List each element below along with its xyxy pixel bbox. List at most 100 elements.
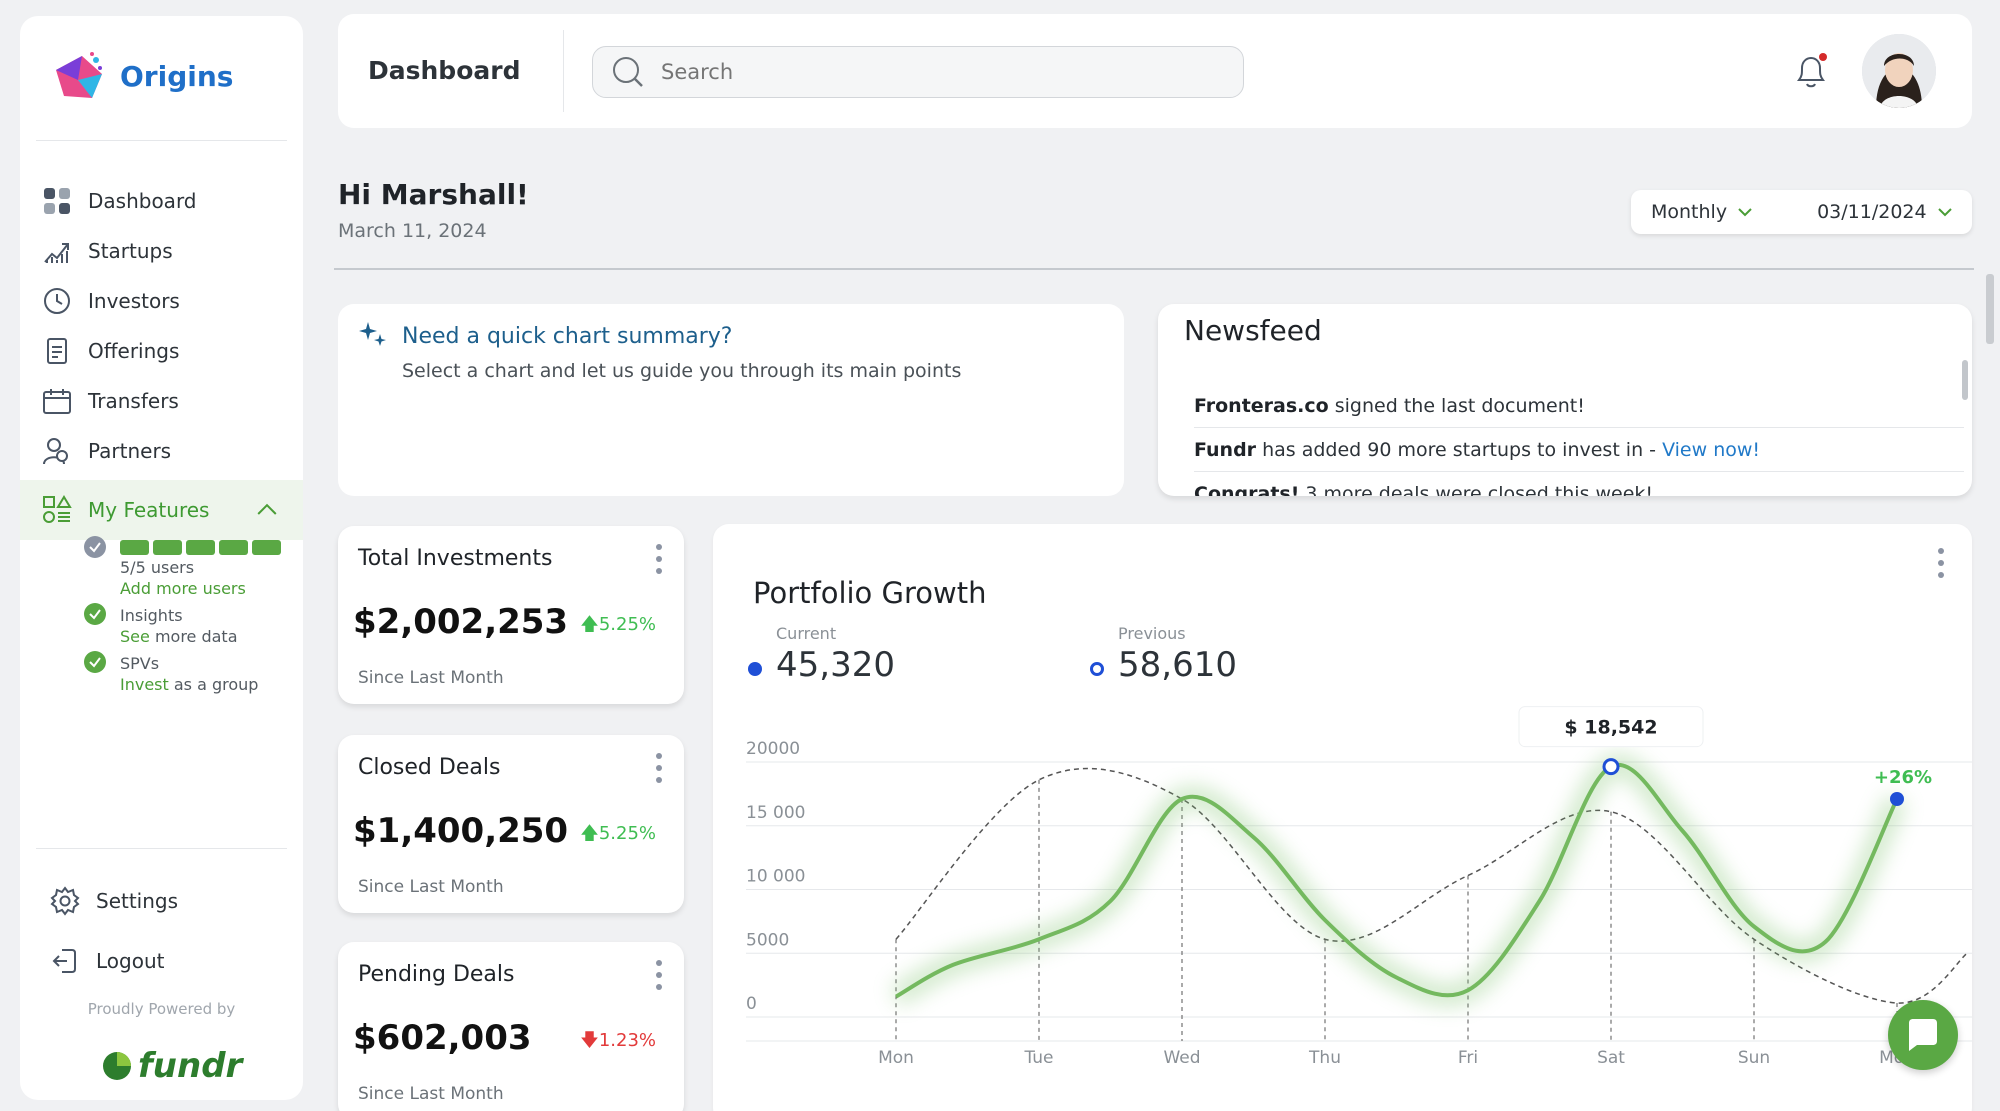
nav-label: Offerings (88, 339, 180, 363)
nav-item-investors[interactable]: Investors (20, 276, 303, 326)
current-end-marker (1890, 792, 1904, 806)
legend-value: 45,320 (776, 645, 895, 685)
legend-current[interactable]: Current 45,320 (746, 624, 895, 685)
nav-item-offerings[interactable]: Offerings (20, 326, 303, 376)
insights-link[interactable]: See more data (120, 629, 238, 645)
feature-spvs: SPVs Invest as a group (84, 651, 284, 693)
check-icon (84, 603, 106, 625)
newsfeed-scrollbar[interactable] (1962, 360, 1968, 400)
nav-item-transfers[interactable]: Transfers (20, 376, 303, 426)
stat-card-pending-deals: Pending Deals $602,003 🡇1.23% Since Last… (338, 942, 684, 1111)
divider (334, 268, 1974, 270)
nav-label: Transfers (88, 389, 179, 413)
date-select[interactable]: 03/11/2024 (1817, 201, 1953, 223)
link-rest: as a group (173, 675, 259, 694)
spvs-link[interactable]: Invest as a group (120, 677, 258, 693)
nav-item-dashboard[interactable]: Dashboard (20, 176, 303, 226)
nav-item-settings[interactable]: Settings (20, 876, 303, 926)
summary-title: Need a quick chart summary? (402, 324, 733, 349)
chat-button[interactable] (1888, 1000, 1958, 1070)
document-icon (47, 338, 67, 364)
legend-previous[interactable]: Previous 58,610 (1088, 624, 1237, 685)
y-tick-label: 15 000 (746, 803, 805, 823)
progress-segment (120, 540, 149, 555)
news-subject: Fundr (1194, 439, 1257, 461)
calendar-icon (43, 389, 71, 414)
tooltip-box (1518, 706, 1704, 748)
x-tick-label: Fri (1458, 1048, 1478, 1068)
arrow-up-icon: 🡅 (580, 823, 599, 844)
chevron-up-icon[interactable] (255, 498, 279, 522)
chevron-down-icon (1738, 208, 1752, 217)
period-value: Monthly (1651, 201, 1728, 223)
page-scrollbar[interactable] (1986, 274, 1994, 344)
more-icon[interactable] (654, 751, 664, 785)
news-text: signed the last document! (1328, 395, 1585, 417)
more-icon[interactable] (654, 542, 664, 576)
tooltip-marker (1602, 758, 1620, 776)
end-change-label: +26% (1874, 767, 1932, 788)
legend-label: Previous (1118, 624, 1186, 643)
nav-item-logout[interactable]: Logout (20, 936, 303, 986)
portfolio-chart[interactable]: 20000 15 000 10 000 5000 0 Mon Tue Wed Thu Fri Sa… (713, 524, 1972, 1111)
page-title: Dashboard (368, 56, 521, 85)
view-now-link[interactable]: View now! (1662, 439, 1761, 461)
check-icon (84, 536, 106, 558)
fundr-wordmark: fundr (138, 1046, 243, 1086)
logout-icon (52, 949, 76, 973)
trend-chart-icon (44, 243, 69, 263)
nav-label: Logout (96, 949, 165, 973)
x-tick-label: Mon (878, 1048, 914, 1068)
date-value: 03/11/2024 (1817, 201, 1927, 223)
newsfeed-card: Newsfeed Fronteras.co signed the last do… (1158, 304, 1972, 496)
feature-list: 5/5 users Add more users Insights See mo… (84, 536, 284, 699)
more-icon[interactable] (654, 958, 664, 992)
divider (36, 140, 287, 141)
period-select[interactable]: Monthly (1651, 201, 1753, 223)
stat-title: Closed Deals (358, 755, 501, 780)
stat-note: Since Last Month (358, 668, 504, 688)
fundr-logo[interactable]: fundr (102, 1046, 242, 1086)
stat-title: Pending Deals (358, 962, 515, 987)
stat-note: Since Last Month (358, 877, 504, 897)
progress-segment (252, 540, 281, 555)
avatar[interactable] (1862, 34, 1936, 108)
users-icon (43, 438, 68, 465)
filter-bar: Monthly 03/11/2024 (1631, 190, 1972, 234)
add-users-link[interactable]: Add more users (120, 579, 246, 598)
nav-item-my-features[interactable]: My Features (20, 480, 303, 540)
portfolio-growth-card: Portfolio Growth Current 45,320 Previous… (713, 524, 1972, 1111)
change-value: 5.25% (598, 614, 656, 635)
search-box[interactable] (592, 46, 1244, 98)
clock-icon (44, 288, 70, 314)
series-current-line (895, 762, 1899, 999)
nav-item-partners[interactable]: Partners (20, 426, 303, 476)
nav-item-startups[interactable]: Startups (20, 226, 303, 276)
powered-by-label: Proudly Powered by (87, 1000, 236, 1018)
feature-insights: Insights See more data (84, 603, 284, 645)
users-progress-bar (120, 540, 281, 555)
brand-name: Origins (120, 59, 234, 93)
stat-note: Since Last Month (358, 1084, 504, 1104)
y-tick-label: 10 000 (746, 867, 805, 887)
progress-segment (153, 540, 182, 555)
x-tick-label: Sun (1738, 1048, 1770, 1068)
more-icon[interactable] (1936, 546, 1946, 580)
stat-card-total-investments: Total Investments $2,002,253 🡅5.25% Sinc… (338, 526, 684, 704)
stat-change: 🡇1.23% (580, 1028, 656, 1058)
nav-label: Dashboard (88, 189, 197, 213)
current-dot-icon (748, 662, 762, 676)
main-nav: Dashboard Startups Investors Offerings T… (20, 176, 303, 540)
bell-icon[interactable] (1793, 52, 1829, 90)
users-count: 5/5 users (120, 558, 195, 577)
brand-logo[interactable]: Origins (52, 50, 233, 102)
greeting-date: March 11, 2024 (338, 220, 487, 242)
bottom-nav: Settings Logout (20, 876, 303, 986)
legend-value: 58,610 (1118, 645, 1237, 685)
search-input[interactable] (661, 60, 1161, 84)
chart-summary-card[interactable]: Need a quick chart summary? Select a cha… (338, 304, 1124, 496)
series-current-glow (890, 753, 1907, 1007)
origins-logo-icon (56, 52, 102, 98)
change-value: 1.23% (598, 1030, 656, 1051)
newsfeed-list[interactable]: Fronteras.co signed the last document! F… (1194, 384, 1964, 496)
